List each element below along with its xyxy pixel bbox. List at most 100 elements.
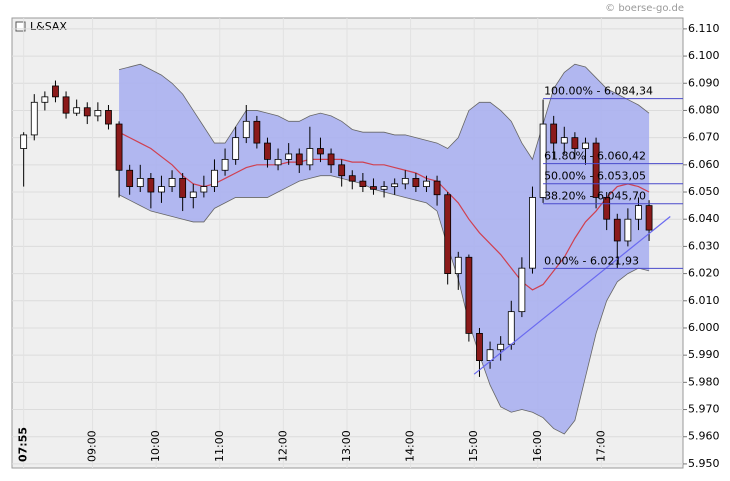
candle-body xyxy=(94,110,102,117)
candle-body xyxy=(285,153,293,160)
y-tick-label: 6.060 xyxy=(688,158,720,171)
x-tick-label: 09:00 xyxy=(86,430,99,462)
candle-body xyxy=(401,178,409,185)
candle-body xyxy=(486,349,494,361)
y-tick-label: 6.000 xyxy=(688,321,720,334)
candle-body xyxy=(136,178,144,187)
candle-body xyxy=(454,256,462,274)
candle-body xyxy=(232,137,240,160)
candle-body xyxy=(423,180,430,187)
x-tick-label: 07:55 xyxy=(17,427,30,462)
candle-body xyxy=(380,186,388,190)
y-tick-label: 5.960 xyxy=(688,430,720,443)
candle-body xyxy=(560,137,568,144)
x-tick-label: 16:00 xyxy=(531,430,544,462)
candle-body xyxy=(211,169,218,187)
candle-body xyxy=(412,178,420,187)
y-tick-label: 6.090 xyxy=(688,76,720,89)
candle-body xyxy=(603,197,611,220)
y-tick-label: 5.990 xyxy=(688,348,720,361)
fib-label: 61.80% - 6.060,42 xyxy=(544,150,646,163)
y-tick-label: 6.080 xyxy=(688,103,720,116)
candle-body xyxy=(348,175,356,182)
candle-body xyxy=(624,218,632,242)
y-tick-label: 5.950 xyxy=(688,457,720,470)
candle-body xyxy=(73,107,81,114)
candle-body xyxy=(242,120,250,139)
candle-body xyxy=(476,333,483,361)
candle-body xyxy=(518,267,526,313)
candle-body xyxy=(20,134,28,149)
candle-body xyxy=(41,96,49,103)
legend-box xyxy=(15,21,26,32)
y-tick-label: 6.110 xyxy=(688,22,720,35)
candle-body xyxy=(539,123,547,198)
candle-body xyxy=(550,123,558,144)
fib-label: 38.20% - 6.045,70 xyxy=(544,190,646,203)
candle-body xyxy=(582,142,589,149)
fib-label: 100.00% - 6.084,34 xyxy=(544,85,653,98)
x-tick-label: 11:00 xyxy=(213,430,226,462)
y-tick-label: 6.070 xyxy=(688,131,720,144)
candle-body xyxy=(168,178,176,187)
candle-body xyxy=(52,85,59,98)
x-tick-label: 13:00 xyxy=(340,430,353,462)
x-tick-label: 12:00 xyxy=(276,430,289,462)
fib-label: 0.00% - 6.021,93 xyxy=(544,254,639,267)
x-tick-label: 17:00 xyxy=(594,430,607,462)
candle-body xyxy=(83,107,91,117)
candle-body xyxy=(327,153,335,166)
y-tick-label: 6.100 xyxy=(688,49,720,62)
candle-body xyxy=(370,186,377,190)
candle-body xyxy=(62,96,70,114)
candle-body xyxy=(465,256,473,334)
candle-body xyxy=(317,148,324,155)
candle-body xyxy=(126,169,134,187)
legend-title: L&SAX xyxy=(30,20,67,33)
copyright: © boerse-go.de xyxy=(605,3,684,14)
candle-body xyxy=(306,148,314,166)
candle-body xyxy=(444,194,452,274)
candle-body xyxy=(571,137,579,149)
candle-body xyxy=(529,197,536,269)
trendline xyxy=(473,216,671,375)
candle-body xyxy=(592,142,600,198)
candle-body xyxy=(645,205,653,231)
candle-body xyxy=(221,158,229,171)
y-tick-label: 6.010 xyxy=(688,294,720,307)
candle-body xyxy=(147,178,155,193)
band-fill xyxy=(119,64,650,435)
y-tick-label: 5.980 xyxy=(688,375,720,388)
x-tick-label: 14:00 xyxy=(404,430,417,462)
candle-body xyxy=(635,205,642,220)
y-tick-label: 6.050 xyxy=(688,185,720,198)
candle-body xyxy=(274,158,282,166)
y-tick-label: 6.020 xyxy=(688,267,720,280)
fib-label: 50.00% - 6.053,05 xyxy=(544,170,646,183)
candle-body xyxy=(295,153,303,166)
candle-body xyxy=(613,218,621,242)
candle-body xyxy=(253,120,261,144)
candle-body xyxy=(105,110,112,125)
x-tick-label: 10:00 xyxy=(149,430,162,462)
candle-body xyxy=(200,186,208,193)
y-tick-label: 6.040 xyxy=(688,212,720,225)
y-tick-label: 5.970 xyxy=(688,403,720,416)
y-tick-label: 6.030 xyxy=(688,239,720,252)
candle-body xyxy=(189,191,197,198)
candle-body xyxy=(497,343,505,351)
candle-body xyxy=(264,142,271,160)
x-tick-label: 15:00 xyxy=(467,430,480,462)
candle-body xyxy=(338,164,346,177)
band-middle xyxy=(118,131,650,291)
candle-body xyxy=(115,123,123,171)
candle-body xyxy=(359,180,367,187)
candle-body xyxy=(507,311,515,345)
band-upper xyxy=(118,63,650,161)
candle-body xyxy=(158,186,165,193)
candle-body xyxy=(391,183,399,187)
candle-body xyxy=(179,178,187,198)
candle-body xyxy=(433,180,441,196)
candle-body xyxy=(30,101,38,136)
